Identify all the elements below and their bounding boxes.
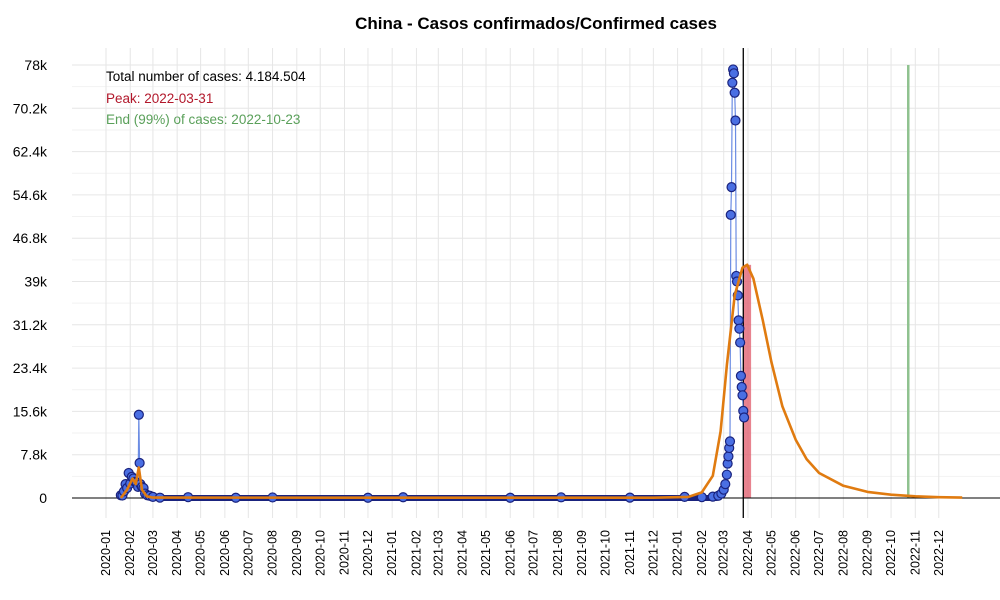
x-tick-label: 2021-10 xyxy=(599,530,613,576)
x-tick-label: 2020-12 xyxy=(361,530,375,576)
observed-point xyxy=(134,457,145,469)
y-tick-label: 0 xyxy=(39,490,47,506)
observed-point xyxy=(721,469,732,480)
y-tick-label: 46.8k xyxy=(13,230,48,246)
observed-point xyxy=(723,451,734,462)
y-tick-label: 23.4k xyxy=(13,360,48,376)
x-tick-label: 2021-09 xyxy=(575,530,589,576)
x-tick-label: 2020-09 xyxy=(290,530,304,576)
y-tick-label: 54.6k xyxy=(13,187,48,203)
label-layer: 0 7.8k 15.6k 23.4k 31.2k 39k 46.8k 54.6k 62.4k 70… xyxy=(13,57,946,576)
x-tick-label: 2022-02 xyxy=(695,530,709,576)
observed-point xyxy=(720,479,731,490)
fit-curve xyxy=(119,263,963,499)
observed-point xyxy=(133,409,144,420)
x-tick-label: 2022-09 xyxy=(861,530,875,576)
observed-point xyxy=(735,337,746,348)
observed-point xyxy=(725,209,736,220)
observed-point xyxy=(733,315,744,326)
x-tick-label: 2021-11 xyxy=(623,530,637,575)
chart-title: China - Casos confirmados/Confirmed case… xyxy=(355,14,717,33)
peak-band xyxy=(743,264,752,498)
observed-point xyxy=(730,115,741,126)
annotation-total-cases: Total number of cases: 4.184.504 xyxy=(106,69,306,84)
x-tick-label: 2021-06 xyxy=(503,530,517,576)
x-tick-label: 2022-06 xyxy=(789,530,803,576)
x-tick-label: 2020-06 xyxy=(218,530,232,576)
x-tick-label: 2022-01 xyxy=(671,530,685,576)
observed-point xyxy=(737,390,748,401)
x-tick-label: 2021-05 xyxy=(479,530,493,576)
observed-point xyxy=(735,370,747,381)
annotation-end-date: End (99%) of cases: 2022-10-23 xyxy=(106,112,300,127)
x-tick-label: 2022-07 xyxy=(812,530,826,576)
x-tick-label: 2021-02 xyxy=(409,530,423,576)
x-tick-label: 2020-11 xyxy=(337,530,351,575)
observed-point xyxy=(736,381,747,393)
x-tick-label: 2020-05 xyxy=(194,530,208,576)
x-tick-label: 2021-07 xyxy=(527,530,541,576)
x-tick-label: 2020-08 xyxy=(266,530,280,576)
x-tick-label: 2022-05 xyxy=(764,530,778,576)
x-tick-label: 2022-04 xyxy=(741,530,755,576)
y-tick-label: 15.6k xyxy=(13,403,48,419)
y-tick-label: 78k xyxy=(24,57,48,73)
x-tick-label: 2021-12 xyxy=(646,530,660,576)
x-tick-label: 2020-04 xyxy=(170,530,184,576)
annotation-peak-date: Peak: 2022-03-31 xyxy=(106,91,213,106)
marker-layer xyxy=(743,65,910,498)
series-layer xyxy=(115,64,963,503)
y-tick-label: 39k xyxy=(24,274,48,290)
x-tick-label: 2022-08 xyxy=(836,530,850,576)
observed-point xyxy=(729,87,740,98)
y-tick-label: 31.2k xyxy=(13,317,48,333)
x-tick-label: 2020-03 xyxy=(146,530,160,576)
x-tick-label: 2022-10 xyxy=(884,530,898,576)
x-tick-label: 2020-02 xyxy=(123,530,137,576)
observed-point xyxy=(734,323,745,334)
x-tick-label: 2020-01 xyxy=(99,530,113,576)
observed-point xyxy=(738,412,750,423)
y-tick-label: 62.4k xyxy=(13,144,48,160)
x-tick-label: 2022-11 xyxy=(908,530,922,575)
x-tick-label: 2021-01 xyxy=(385,530,399,576)
x-tick-label: 2021-04 xyxy=(456,530,470,576)
x-tick-label: 2021-03 xyxy=(431,530,445,576)
observed-point xyxy=(726,182,737,193)
grid-layer xyxy=(72,48,1000,518)
x-tick-label: 2021-08 xyxy=(551,530,565,576)
x-tick-label: 2022-03 xyxy=(717,530,731,576)
y-tick-label: 70.2k xyxy=(13,100,48,116)
x-tick-label: 2020-10 xyxy=(313,530,327,576)
x-tick-label: 2022-12 xyxy=(932,530,946,576)
observed-point xyxy=(727,77,738,88)
observed-point xyxy=(724,436,736,447)
y-tick-label: 7.8k xyxy=(21,447,48,463)
observed-point xyxy=(728,68,739,79)
x-tick-label: 2020-07 xyxy=(241,530,255,576)
